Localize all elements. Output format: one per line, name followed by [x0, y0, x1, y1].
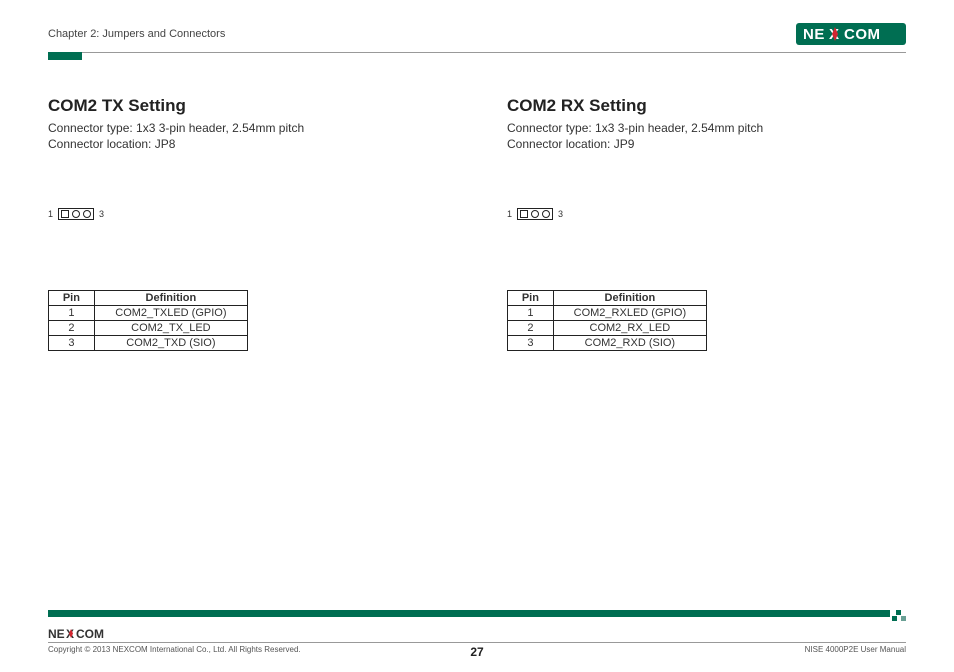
section-title: COM2 RX Setting — [507, 96, 906, 116]
cell-definition: COM2_TXLED (GPIO) — [94, 306, 247, 321]
pin-3-icon — [542, 210, 550, 218]
table-header-row: Pin Definition — [49, 291, 248, 306]
connector-location: Connector location: JP9 — [507, 136, 906, 152]
column-right: COM2 RX Setting Connector type: 1x3 3-pi… — [507, 96, 906, 351]
connector-type: Connector type: 1x3 3-pin header, 2.54mm… — [507, 120, 906, 136]
pin-definition-table: Pin Definition 1 COM2_TXLED (GPIO) 2 COM… — [48, 290, 248, 351]
pin-1-icon — [61, 210, 69, 218]
footer-logo-row: NE X COM — [48, 627, 906, 640]
table-header-pin: Pin — [49, 291, 95, 306]
cell-definition: COM2_TXD (SIO) — [94, 336, 247, 351]
cell-pin: 2 — [508, 321, 554, 336]
pin-label-right: 3 — [558, 209, 563, 219]
table-header-definition: Definition — [553, 291, 706, 306]
pin-label-left: 1 — [507, 209, 512, 219]
table-row: 2 COM2_RX_LED — [508, 321, 707, 336]
footer-meta-row: Copyright © 2013 NEXCOM International Co… — [48, 645, 906, 654]
page: Chapter 2: Jumpers and Connectors NE X C… — [0, 0, 954, 672]
svg-text:COM: COM — [844, 26, 881, 43]
footer-green-bar — [48, 610, 890, 617]
footer-brand-logo: NE X COM — [48, 627, 112, 640]
page-number: 27 — [470, 645, 483, 659]
header-rule — [48, 52, 906, 60]
footer-pixel-icon — [892, 610, 906, 624]
svg-text:NE: NE — [803, 26, 825, 43]
cell-pin: 3 — [508, 336, 554, 351]
table-row: 1 COM2_TXLED (GPIO) — [49, 306, 248, 321]
pin-3-icon — [83, 210, 91, 218]
cell-pin: 2 — [49, 321, 95, 336]
cell-pin: 1 — [49, 306, 95, 321]
header-bar: Chapter 2: Jumpers and Connectors NE X C… — [48, 20, 906, 48]
cell-definition: COM2_RX_LED — [553, 321, 706, 336]
connector-location: Connector location: JP8 — [48, 136, 447, 152]
cell-pin: 3 — [49, 336, 95, 351]
manual-name: NISE 4000P2E User Manual — [805, 645, 906, 654]
chapter-title: Chapter 2: Jumpers and Connectors — [48, 28, 225, 40]
pin-2-icon — [72, 210, 80, 218]
pin-header-box — [58, 208, 94, 220]
pin-header-box — [517, 208, 553, 220]
pin-header-diagram: 1 3 — [507, 208, 906, 220]
content-columns: COM2 TX Setting Connector type: 1x3 3-pi… — [48, 96, 906, 351]
section-title: COM2 TX Setting — [48, 96, 447, 116]
pin-2-icon — [531, 210, 539, 218]
pin-1-icon — [520, 210, 528, 218]
table-row: 2 COM2_TX_LED — [49, 321, 248, 336]
connector-type: Connector type: 1x3 3-pin header, 2.54mm… — [48, 120, 447, 136]
table-row: 3 COM2_RXD (SIO) — [508, 336, 707, 351]
cell-definition: COM2_TX_LED — [94, 321, 247, 336]
table-row: 1 COM2_RXLED (GPIO) — [508, 306, 707, 321]
footer-rule — [48, 642, 906, 643]
table-header-definition: Definition — [94, 291, 247, 306]
svg-text:NE: NE — [48, 627, 65, 640]
pin-label-right: 3 — [99, 209, 104, 219]
table-header-pin: Pin — [508, 291, 554, 306]
cell-definition: COM2_RXD (SIO) — [553, 336, 706, 351]
pin-label-left: 1 — [48, 209, 53, 219]
cell-definition: COM2_RXLED (GPIO) — [553, 306, 706, 321]
footer: NE X COM Copyright © 2013 NEXCOM Interna… — [48, 610, 906, 654]
footer-accent-bar — [48, 610, 906, 624]
pin-definition-table: Pin Definition 1 COM2_RXLED (GPIO) 2 COM… — [507, 290, 707, 351]
table-header-row: Pin Definition — [508, 291, 707, 306]
copyright-text: Copyright © 2013 NEXCOM International Co… — [48, 645, 301, 654]
table-row: 3 COM2_TXD (SIO) — [49, 336, 248, 351]
brand-logo: NE X COM — [796, 23, 906, 45]
header-rule-line — [82, 52, 906, 53]
pin-header-diagram: 1 3 — [48, 208, 447, 220]
header-rule-accent — [48, 52, 82, 60]
svg-text:COM: COM — [76, 627, 104, 640]
column-left: COM2 TX Setting Connector type: 1x3 3-pi… — [48, 96, 447, 351]
cell-pin: 1 — [508, 306, 554, 321]
